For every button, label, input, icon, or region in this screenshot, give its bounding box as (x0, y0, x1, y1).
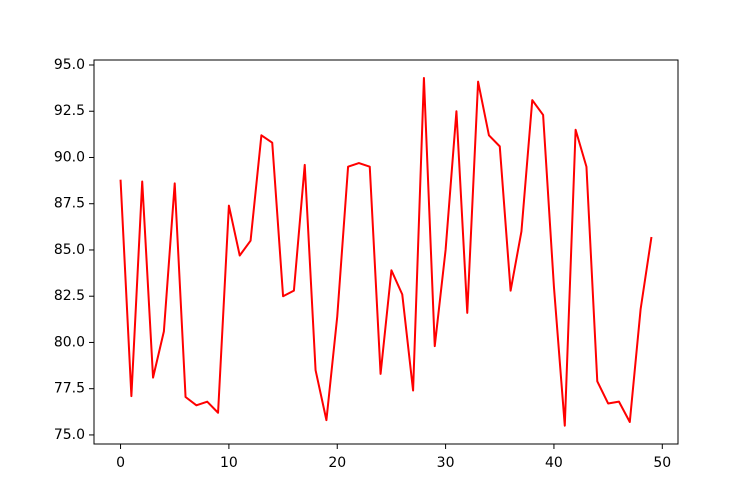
x-tick-label: 30 (437, 455, 455, 471)
y-tick-label: 82.5 (54, 288, 85, 304)
x-tick-label: 20 (328, 455, 346, 471)
x-tick-label: 0 (116, 455, 125, 471)
axes-frame (93, 59, 679, 445)
line-series (119, 76, 653, 427)
y-tick-label: 85.0 (54, 242, 85, 258)
y-tick-label: 75.0 (54, 427, 85, 443)
x-tick-label: 10 (220, 455, 238, 471)
y-tick-label: 95.0 (54, 57, 85, 73)
x-tick-label: 40 (545, 455, 563, 471)
y-tick-label: 87.5 (54, 196, 85, 212)
y-tick-label: 92.5 (54, 103, 85, 119)
x-tick-label: 50 (653, 455, 671, 471)
y-tick-label: 90.0 (54, 149, 85, 165)
y-tick-label: 80.0 (54, 334, 85, 350)
y-tick-label: 77.5 (54, 381, 85, 397)
